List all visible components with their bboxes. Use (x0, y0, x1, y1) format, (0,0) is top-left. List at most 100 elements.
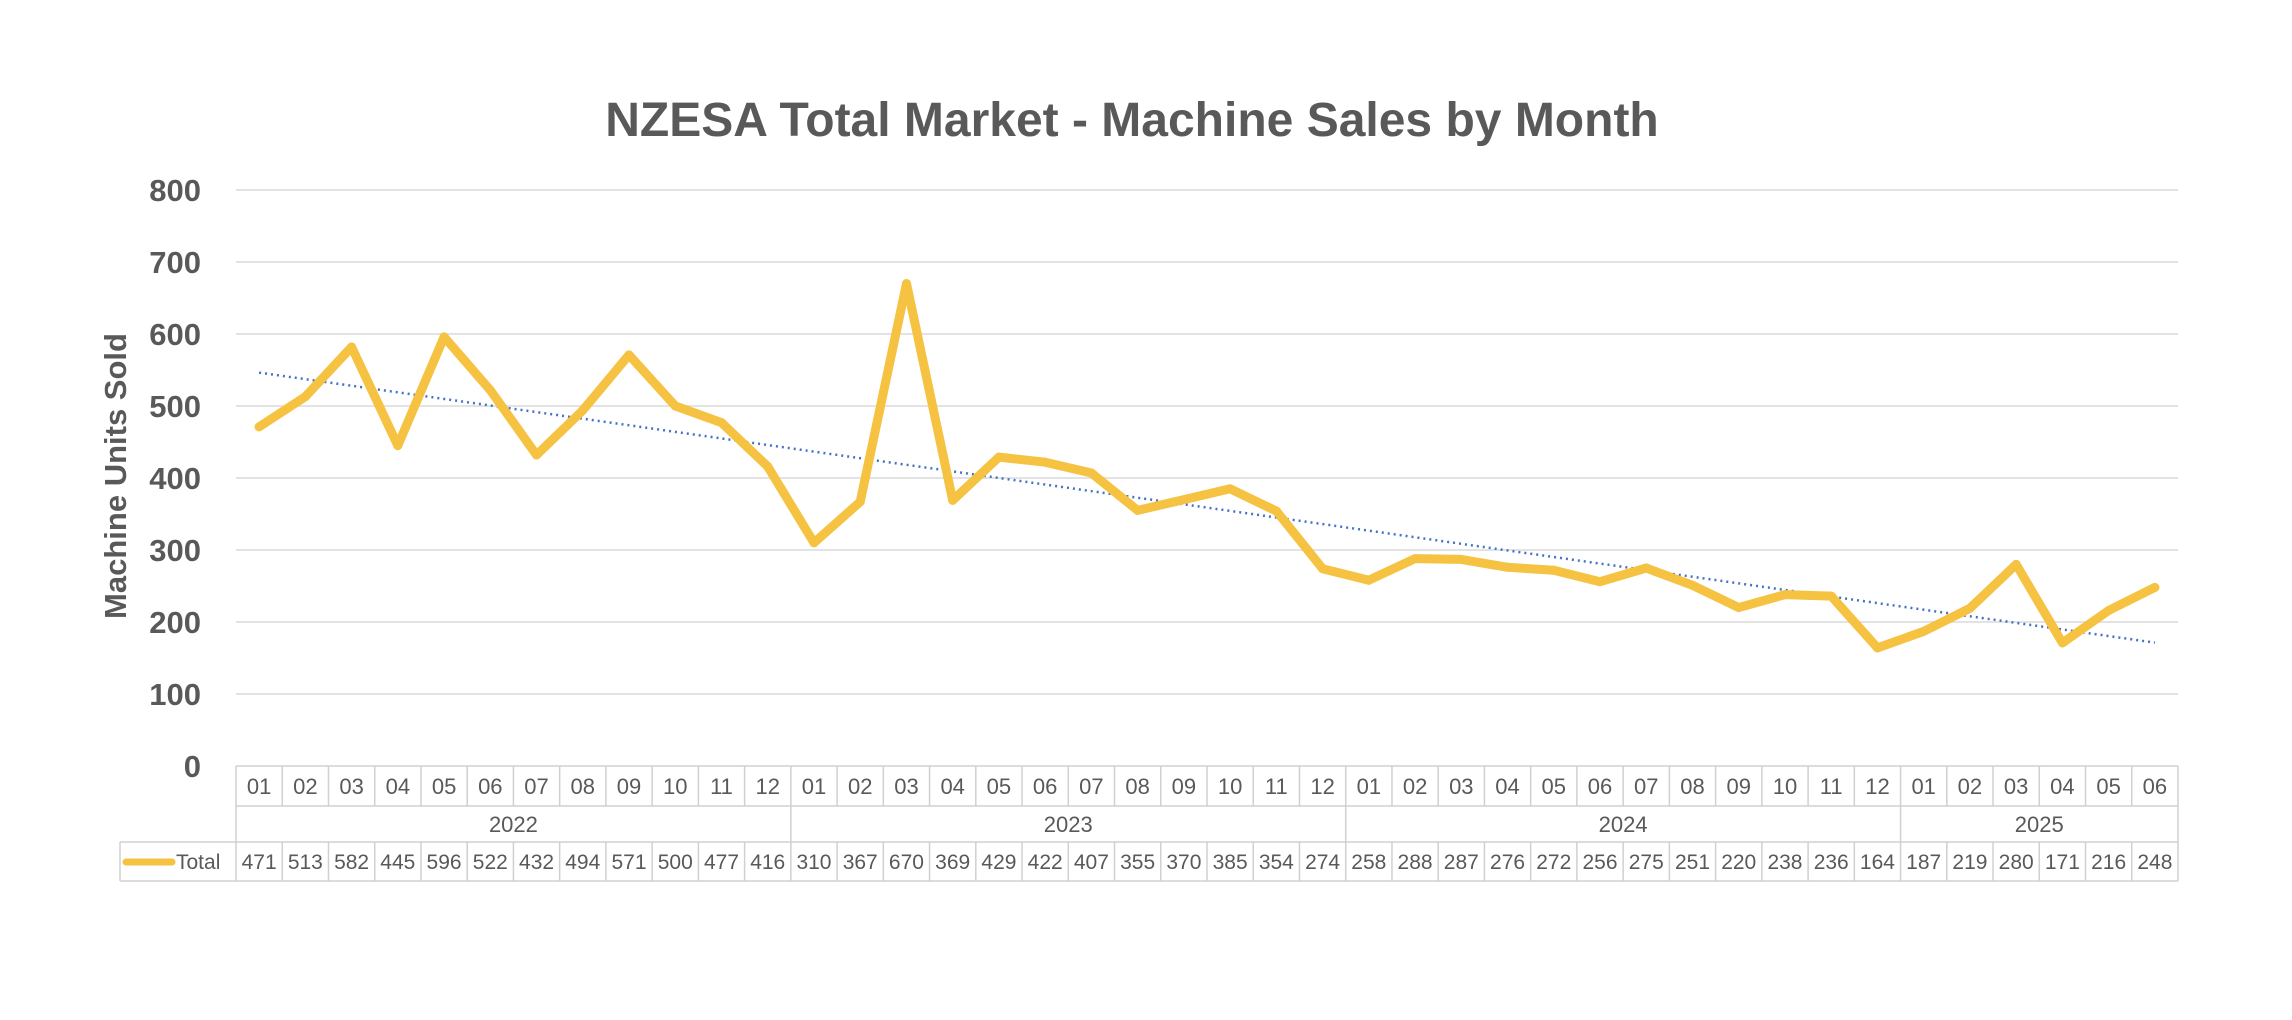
data-point (1965, 603, 1975, 613)
data-point (1734, 603, 1744, 613)
data-label: 477 (704, 851, 739, 874)
x-tick-label: 01 (1911, 774, 1935, 799)
data-label: 288 (1398, 851, 1433, 874)
x-tick-label: 06 (2143, 774, 2167, 799)
data-label: 522 (473, 851, 508, 874)
data-label: 272 (1536, 851, 1571, 874)
data-label: 171 (2045, 851, 2080, 874)
x-tick-label: 03 (2004, 774, 2028, 799)
x-tick-label: 03 (1449, 774, 1473, 799)
data-point (670, 401, 680, 411)
y-tick-label: 500 (149, 389, 201, 424)
data-label: 220 (1721, 851, 1756, 874)
x-tick-label: 12 (1310, 774, 1334, 799)
x-tick-label: 10 (1773, 774, 1797, 799)
data-point (2104, 605, 2114, 615)
x-tick-label: 02 (848, 774, 872, 799)
x-tick-label: 01 (247, 774, 271, 799)
x-tick-label: 07 (1634, 774, 1658, 799)
x-tick-label: 11 (1265, 774, 1288, 799)
data-label: 238 (1767, 851, 1802, 874)
x-tick-label: 11 (1820, 774, 1843, 799)
data-point (809, 538, 819, 548)
data-label: 256 (1583, 851, 1618, 874)
trendline-group (258, 371, 2156, 644)
x-tick-label: 08 (1125, 774, 1149, 799)
data-label: 251 (1675, 851, 1710, 874)
data-label: 274 (1305, 851, 1340, 874)
x-tick-label: 01 (1357, 774, 1381, 799)
data-label: 216 (2091, 851, 2126, 874)
data-point (1549, 565, 1559, 575)
data-point (994, 452, 1004, 462)
data-label: 445 (380, 851, 415, 874)
data-point (1133, 505, 1143, 515)
data-point (532, 450, 542, 460)
data-point (1503, 562, 1513, 572)
year-label: 2023 (1044, 812, 1093, 837)
x-tick-label: 07 (1079, 774, 1103, 799)
data-point (624, 350, 634, 360)
y-tick-label: 100 (149, 677, 201, 712)
year-label: 2024 (1599, 812, 1648, 837)
x-tick-label: 09 (1726, 774, 1750, 799)
x-tick-label: 04 (940, 774, 964, 799)
data-point (254, 422, 264, 432)
data-label: 407 (1074, 851, 1109, 874)
x-tick-label: 12 (755, 774, 779, 799)
data-label: 422 (1028, 851, 1063, 874)
y-tick-label: 700 (149, 245, 201, 280)
data-point (1225, 484, 1235, 494)
x-tick-label: 03 (339, 774, 363, 799)
data-point (2150, 582, 2160, 592)
gridlines (236, 189, 2178, 695)
data-point (1364, 575, 1374, 585)
data-label: 500 (658, 851, 693, 874)
x-tick-label: 04 (2050, 774, 2074, 799)
data-point (763, 461, 773, 471)
data-point (439, 332, 449, 342)
data-label: 513 (288, 851, 323, 874)
data-point (1595, 577, 1605, 587)
data-point (300, 392, 310, 402)
x-tick-label: 02 (293, 774, 317, 799)
x-tick-label: 04 (386, 774, 410, 799)
x-tick-label: 06 (1033, 774, 1057, 799)
x-tick-label: 12 (1865, 774, 1889, 799)
x-tick-label: 02 (1958, 774, 1982, 799)
x-tick-label: 09 (617, 774, 641, 799)
x-tick-label: 08 (1680, 774, 1704, 799)
x-tick-label: 05 (432, 774, 456, 799)
data-point (1780, 590, 1790, 600)
data-point (1872, 643, 1882, 653)
data-point (901, 279, 911, 289)
x-tick-label: 10 (663, 774, 687, 799)
data-label: 258 (1351, 851, 1386, 874)
data-point (347, 342, 357, 352)
year-label: 2025 (2015, 812, 2064, 837)
y-axis-label: Machine Units Sold (98, 333, 133, 619)
data-label: 280 (1999, 851, 2034, 874)
data-table: 01 02 03 04 05 06 07 08 09 10 11 12 01 02 03 04 05 06 07 08… (119, 765, 2179, 882)
data-label: 370 (1166, 851, 1201, 874)
y-tick-label: 0 (184, 749, 201, 784)
data-point (2057, 638, 2067, 648)
data-point (1826, 591, 1836, 601)
data-label: 494 (565, 851, 600, 874)
y-tick-labels: 0 100 200 300 400 500 600 700 800 (149, 173, 201, 784)
data-point (1179, 495, 1189, 505)
x-tick-label: 06 (1588, 774, 1612, 799)
x-tick-label: 08 (571, 774, 595, 799)
data-point (393, 441, 403, 451)
x-tick-label: 01 (802, 774, 826, 799)
data-point (578, 405, 588, 415)
y-tick-label: 300 (149, 533, 201, 568)
chart-title: NZESA Total Market - Machine Sales by Mo… (605, 94, 1659, 147)
data-point (948, 495, 958, 505)
data-point (855, 497, 865, 507)
data-label: 219 (1952, 851, 1987, 874)
data-point (1040, 457, 1050, 467)
series-group (254, 279, 2160, 653)
data-point (1318, 564, 1328, 574)
